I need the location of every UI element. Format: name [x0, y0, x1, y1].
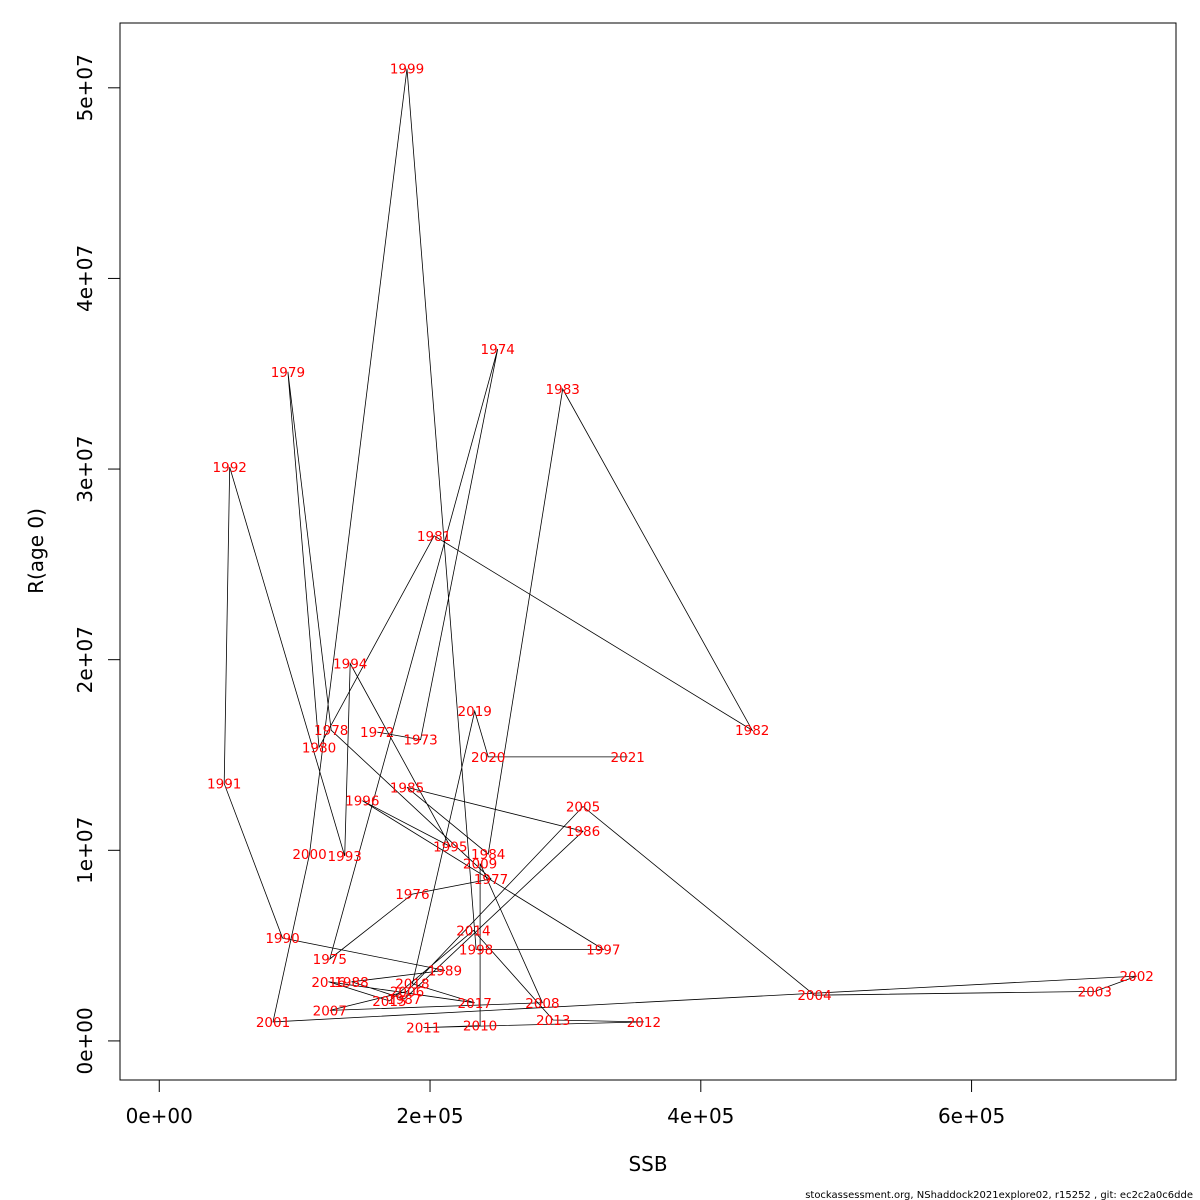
- y-axis: 0e+00 1e+07 2e+07 3e+07 4e+07 5e+07: [73, 54, 121, 1075]
- point-label-2006: 2006: [390, 984, 424, 1000]
- point-label-1995: 1995: [433, 840, 467, 856]
- point-labels: 1972 1973 1974 1975 1976 1977 1978 1979 1980 1981…: [207, 62, 1154, 1037]
- point-label-1974: 1974: [481, 342, 515, 358]
- y-tick-label: 3e+07: [73, 435, 97, 502]
- series-line: [223, 68, 1137, 1028]
- point-label-1999: 1999: [390, 62, 424, 78]
- point-label-1982: 1982: [735, 723, 769, 739]
- y-tick-label: 2e+07: [73, 626, 97, 693]
- point-label-2009: 2009: [463, 857, 497, 873]
- point-label-1987: 1987: [387, 992, 421, 1008]
- y-tick-label: 1e+07: [73, 817, 97, 884]
- point-label-1981: 1981: [417, 529, 451, 545]
- point-label-1984: 1984: [471, 847, 505, 863]
- x-axis-label: SSB: [628, 1152, 667, 1176]
- point-label-2016: 2016: [311, 975, 345, 991]
- point-label-2002: 2002: [1120, 969, 1154, 985]
- point-label-1988: 1988: [334, 975, 368, 991]
- point-label-2004: 2004: [797, 988, 831, 1004]
- point-label-2000: 2000: [292, 847, 326, 863]
- point-label-2010: 2010: [463, 1019, 497, 1035]
- point-label-1993: 1993: [328, 849, 362, 865]
- y-tick-label: 5e+07: [73, 54, 97, 121]
- y-tick-label: 4e+07: [73, 245, 97, 312]
- footer-note: stockassessment.org, NShaddock2021explor…: [805, 1190, 1193, 1200]
- point-label-2019: 2019: [458, 704, 492, 720]
- point-label-1996: 1996: [345, 794, 379, 810]
- point-label-2015: 2015: [372, 994, 406, 1010]
- point-label-1976: 1976: [395, 887, 429, 903]
- point-label-2008: 2008: [525, 996, 559, 1012]
- y-tick-label: 0e+00: [73, 1007, 97, 1074]
- point-label-1979: 1979: [271, 365, 305, 381]
- point-label-2014: 2014: [456, 923, 490, 939]
- point-label-1975: 1975: [313, 952, 347, 968]
- point-label-2017: 2017: [458, 996, 492, 1012]
- x-tick-label: 6e+05: [938, 1104, 1005, 1128]
- point-label-1997: 1997: [586, 942, 620, 958]
- series-path: [223, 68, 1137, 1028]
- point-label-1977: 1977: [474, 872, 508, 888]
- point-label-1992: 1992: [213, 460, 247, 476]
- point-label-2005: 2005: [566, 800, 600, 816]
- plot-frame: [119, 22, 1177, 1081]
- point-label-1998: 1998: [459, 942, 493, 958]
- point-label-2011: 2011: [406, 1021, 440, 1037]
- point-label-1983: 1983: [546, 382, 580, 398]
- point-label-1978: 1978: [314, 723, 348, 739]
- y-axis-label: R(age 0): [24, 508, 48, 594]
- point-label-1986: 1986: [566, 824, 600, 840]
- point-label-2018: 2018: [395, 977, 429, 993]
- point-label-2012: 2012: [627, 1015, 661, 1031]
- x-tick-label: 4e+05: [667, 1104, 734, 1128]
- point-label-1991: 1991: [207, 777, 241, 793]
- x-axis: 0e+00 2e+05 4e+05 6e+05: [126, 1079, 1005, 1128]
- point-label-1973: 1973: [403, 733, 437, 749]
- point-label-1994: 1994: [333, 657, 367, 673]
- point-label-2001: 2001: [256, 1015, 290, 1031]
- point-label-2003: 2003: [1078, 984, 1112, 1000]
- point-label-2021: 2021: [611, 750, 645, 766]
- point-label-2020: 2020: [471, 750, 505, 766]
- point-label-1990: 1990: [265, 931, 299, 947]
- point-label-2013: 2013: [536, 1013, 570, 1029]
- point-label-1980: 1980: [302, 740, 336, 756]
- point-label-1985: 1985: [390, 780, 424, 796]
- x-tick-label: 2e+05: [396, 1104, 463, 1128]
- x-tick-label: 0e+00: [126, 1104, 193, 1128]
- point-label-2007: 2007: [313, 1003, 347, 1019]
- point-label-1989: 1989: [428, 963, 462, 979]
- point-label-1972: 1972: [360, 725, 394, 741]
